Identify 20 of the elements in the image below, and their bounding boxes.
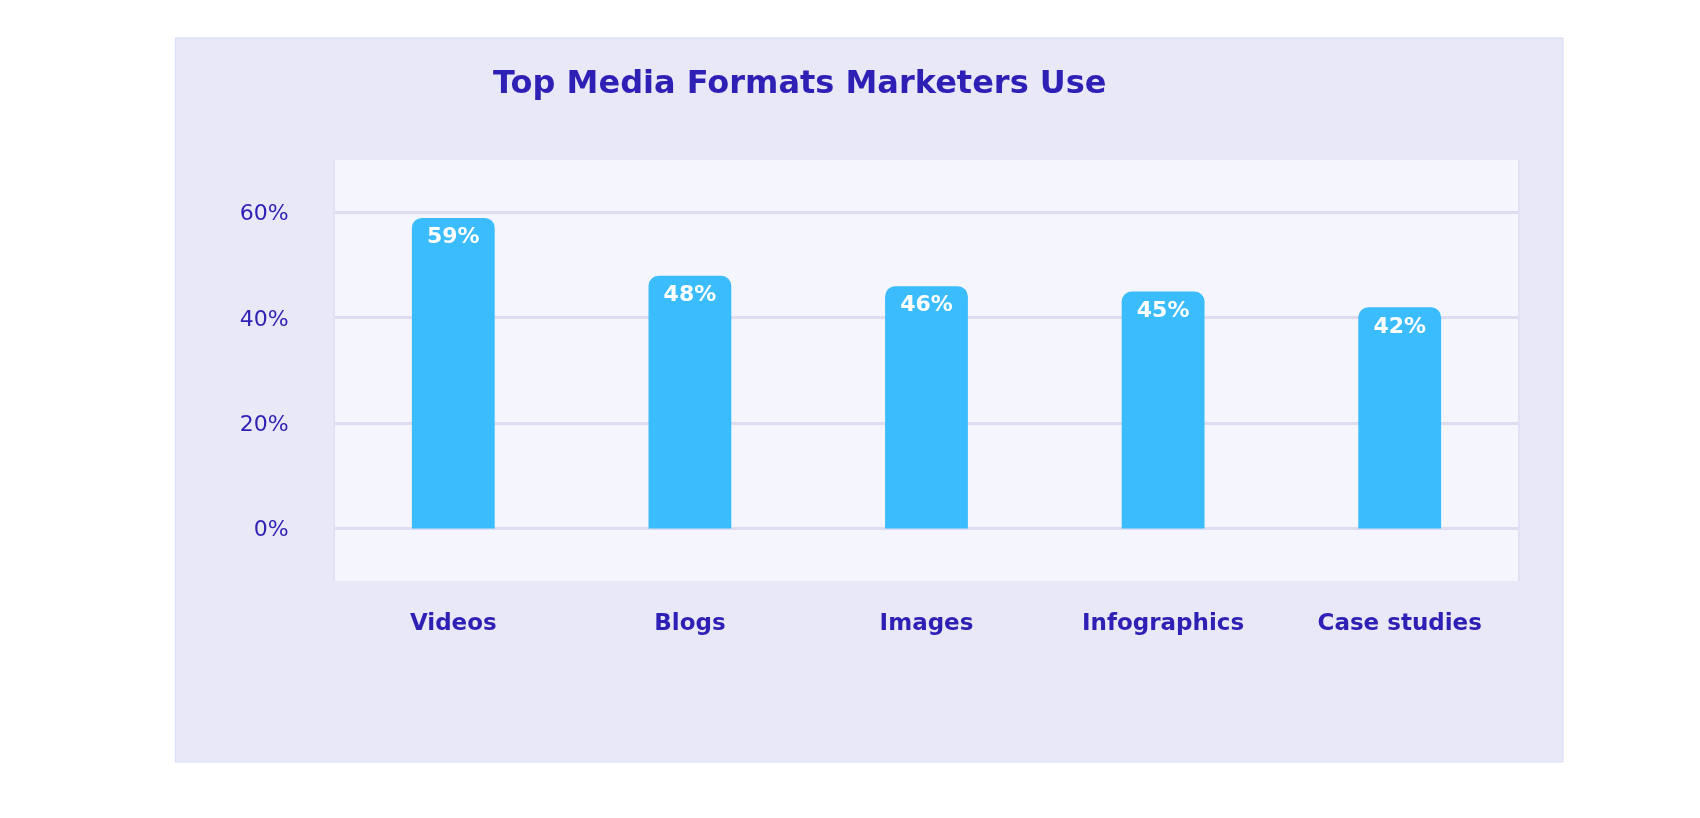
y-tick-label: 60% [239,200,289,226]
data-label: 45% [1136,296,1190,322]
bar [885,286,968,529]
x-tick-label: Images [879,609,974,635]
y-tick-label: 20% [239,410,289,436]
data-label: 42% [1373,312,1427,338]
y-tick-label: 40% [239,305,289,331]
bar [648,275,732,529]
data-label: 59% [426,223,480,249]
bar [1358,307,1442,529]
data-label: 46% [900,291,953,317]
x-tick-label: Case studies [1317,609,1482,635]
x-tick-label: Videos [409,609,497,635]
x-tick-label: Infographics [1082,609,1245,635]
data-label: 48% [663,280,717,306]
chart-title: Top Media Formats Marketers Use [493,63,1107,101]
y-tick-label: 0% [253,516,289,542]
x-tick-label: Blogs [654,609,726,635]
bar [411,217,495,529]
bar [1121,291,1205,529]
